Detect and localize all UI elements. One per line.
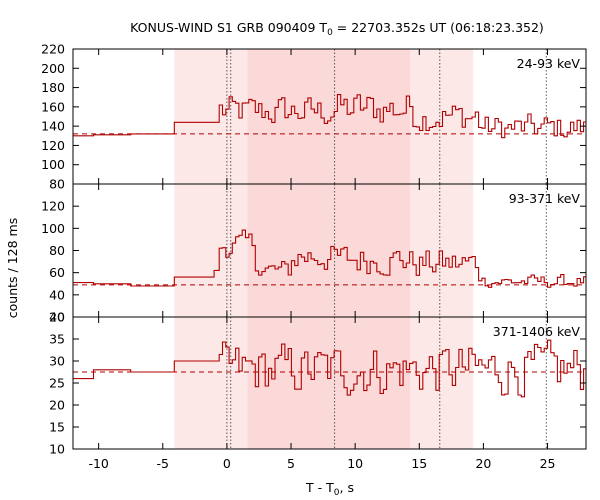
energy-band-label: 24-93 keV bbox=[517, 56, 581, 71]
y-tick-label: 120 bbox=[41, 138, 65, 153]
y-tick-label: 20 bbox=[49, 398, 65, 413]
panel-1: 80 100 120 140 160 180 200 220 24-93 keV bbox=[41, 42, 587, 192]
y-tick-label: 60 bbox=[49, 265, 65, 280]
y-tick-label: 140 bbox=[41, 119, 65, 134]
chart-title: KONUS-WIND S1 GRB 090409 T0 = 22703.352s… bbox=[130, 20, 544, 38]
y-tick-label: 35 bbox=[49, 332, 65, 347]
light-curve-series bbox=[73, 339, 586, 398]
x-tick-label: -10 bbox=[88, 456, 108, 471]
x-tick-label: -5 bbox=[157, 456, 169, 471]
shaded-band-3 bbox=[410, 49, 474, 184]
y-tick-label: 10 bbox=[49, 442, 65, 457]
shaded-band-2 bbox=[247, 49, 411, 184]
light-curve-series bbox=[73, 94, 586, 139]
y-tick-label: 180 bbox=[41, 80, 65, 95]
energy-band-label: 371-1406 keV bbox=[493, 324, 581, 339]
chart-title-main: KONUS-WIND S1 GRB 090409 T bbox=[130, 20, 327, 35]
x-axis-label-rest: , s bbox=[340, 480, 354, 495]
shaded-band-1 bbox=[174, 317, 248, 449]
y-tick-label: 100 bbox=[41, 157, 65, 172]
y-tick-label: 200 bbox=[41, 61, 65, 76]
light-curve-series bbox=[73, 229, 586, 288]
x-axis-label: T - T0, s bbox=[305, 480, 354, 498]
y-tick-label: 40 bbox=[49, 287, 65, 302]
y-axis-label: counts / 128 ms bbox=[5, 218, 20, 318]
chart-title-rest: = 22703.352s UT (06:18:23.352) bbox=[333, 20, 544, 35]
x-tick-label: 15 bbox=[411, 456, 427, 471]
panel-3: 10 15 20 25 30 35 40 371-1406 keV bbox=[49, 310, 587, 457]
y-tick-label: 80 bbox=[49, 177, 65, 192]
y-tick-label: 100 bbox=[41, 221, 65, 236]
x-tick-label: 10 bbox=[347, 456, 363, 471]
x-axis-label-subscript: 0 bbox=[334, 488, 340, 498]
x-tick-label: 0 bbox=[223, 456, 231, 471]
shaded-band-2 bbox=[247, 317, 411, 449]
y-tick-label: 160 bbox=[41, 99, 65, 114]
y-tick-label: 40 bbox=[49, 310, 65, 325]
y-tick-label: 30 bbox=[49, 354, 65, 369]
shaded-band-1 bbox=[174, 49, 248, 184]
x-axis-label-main: T - T bbox=[305, 480, 334, 495]
y-tick-label: 120 bbox=[41, 199, 65, 214]
energy-band-label: 93-371 keV bbox=[509, 191, 581, 206]
y-tick-label: 80 bbox=[49, 243, 65, 258]
shaded-band-3 bbox=[410, 317, 474, 449]
shaded-band-2 bbox=[247, 184, 411, 317]
shaded-band-1 bbox=[174, 184, 248, 317]
y-tick-label: 25 bbox=[49, 376, 65, 391]
y-tick-label: 15 bbox=[49, 420, 65, 435]
y-tick-label: 220 bbox=[41, 42, 65, 57]
x-tick-label: 25 bbox=[540, 456, 556, 471]
x-tick-label: 20 bbox=[475, 456, 491, 471]
chart-title-subscript: 0 bbox=[327, 28, 333, 38]
x-tick-label: 5 bbox=[287, 456, 295, 471]
y-tick-label: 20 bbox=[49, 310, 65, 325]
